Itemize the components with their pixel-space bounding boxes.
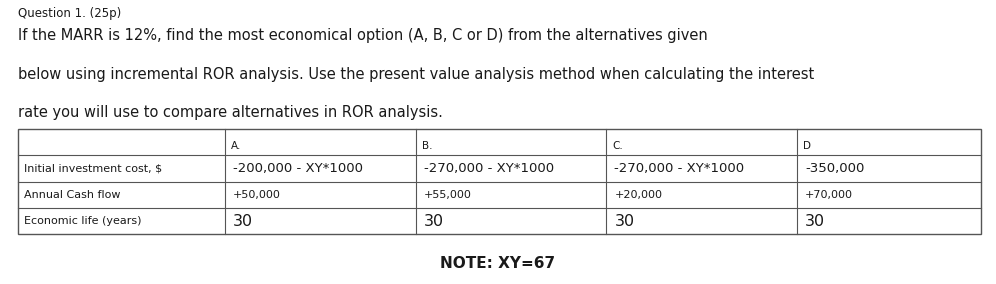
Text: B.: B. bbox=[421, 141, 432, 151]
Text: -200,000 - XY*1000: -200,000 - XY*1000 bbox=[233, 162, 363, 175]
Text: -270,000 - XY*1000: -270,000 - XY*1000 bbox=[615, 162, 744, 175]
Text: +70,000: +70,000 bbox=[805, 190, 853, 200]
Text: 30: 30 bbox=[615, 214, 634, 229]
Text: C.: C. bbox=[613, 141, 623, 151]
Text: 30: 30 bbox=[423, 214, 444, 229]
Text: 30: 30 bbox=[805, 214, 826, 229]
Text: -270,000 - XY*1000: -270,000 - XY*1000 bbox=[423, 162, 554, 175]
Text: below using incremental ROR analysis. Use the present value analysis method when: below using incremental ROR analysis. Us… bbox=[18, 67, 814, 82]
Text: rate you will use to compare alternatives in ROR analysis.: rate you will use to compare alternative… bbox=[18, 105, 443, 120]
Text: -350,000: -350,000 bbox=[805, 162, 865, 175]
Text: +50,000: +50,000 bbox=[233, 190, 281, 200]
Text: Question 1. (25p): Question 1. (25p) bbox=[18, 7, 122, 20]
Text: +55,000: +55,000 bbox=[423, 190, 471, 200]
Text: A.: A. bbox=[231, 141, 241, 151]
Text: Annual Cash flow: Annual Cash flow bbox=[24, 190, 121, 200]
Text: If the MARR is 12%, find the most economical option (A, B, C or D) from the alte: If the MARR is 12%, find the most econom… bbox=[18, 28, 708, 43]
Text: NOTE: XY=67: NOTE: XY=67 bbox=[440, 256, 556, 271]
Text: D: D bbox=[803, 141, 811, 151]
Text: Economic life (years): Economic life (years) bbox=[24, 216, 141, 226]
Text: +20,000: +20,000 bbox=[615, 190, 662, 200]
Text: Initial investment cost, $: Initial investment cost, $ bbox=[24, 164, 162, 174]
Text: 30: 30 bbox=[233, 214, 253, 229]
